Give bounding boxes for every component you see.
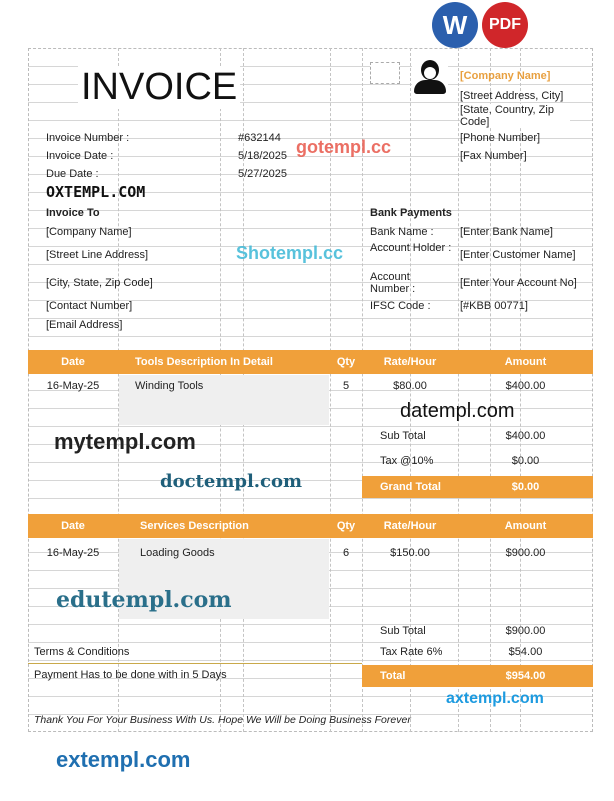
col-qty: Qty [336, 520, 356, 532]
footer-thanks: Thank You For Your Business With Us. Hop… [34, 714, 411, 726]
tools-tax-label: Tax @10% [380, 455, 434, 467]
company-street: [Street Address, City] [460, 90, 564, 102]
client-contact: [Contact Number] [46, 300, 133, 312]
total-label: Total [380, 670, 406, 682]
client-street: [Street Line Address] [46, 249, 149, 261]
ifsc: [#KBB 00771] [460, 300, 528, 312]
company-fax: [Fax Number] [460, 150, 527, 162]
invoice-number: #632144 [238, 132, 281, 144]
company-name: [Company Name] [460, 70, 551, 82]
col-rate: Rate/Hour [383, 356, 437, 368]
col-amount: Amount [504, 356, 547, 368]
col-qty: Qty [336, 356, 356, 368]
tools-header [28, 350, 593, 374]
client-city: [City, State, Zip Code] [46, 277, 153, 289]
tools-row-amount: $400.00 [505, 380, 546, 392]
grand-total-label: Grand Total [380, 481, 441, 493]
watermark: extempl.com [56, 747, 191, 772]
client-company: [Company Name] [46, 226, 132, 238]
col-desc: Services Description [140, 520, 249, 532]
col-date: Date [61, 520, 85, 532]
terms-heading: Terms & Conditions [34, 646, 130, 658]
terms-text: Payment Has to be done with in 5 Days [34, 669, 227, 681]
watermark: OXTEMPL.COM [46, 183, 146, 201]
tools-tax: $0.00 [511, 455, 540, 467]
bank-name: [Enter Bank Name] [460, 226, 553, 238]
col-rate: Rate/Hour [383, 520, 437, 532]
services-row-qty: 6 [342, 547, 350, 559]
total: $954.00 [505, 670, 546, 682]
watermark: datempl.com [400, 400, 515, 422]
services-header [28, 514, 593, 538]
services-subtotal: $900.00 [505, 625, 546, 637]
watermark: edutempl.com [56, 587, 232, 613]
ifsc-label: IFSC Code : [370, 300, 431, 312]
tools-row-rate: $80.00 [393, 380, 427, 392]
services-tax: $54.00 [508, 646, 543, 658]
tools-row-qty: 5 [342, 380, 350, 392]
services-row-desc: Loading Goods [140, 547, 215, 559]
grand-total: $0.00 [511, 481, 540, 493]
services-row-date: 16-May-25 [46, 547, 100, 559]
bank-name-label: Bank Name : [370, 226, 434, 238]
services-subtotal-label: Sub Total [380, 625, 426, 637]
services-tax-label: Tax Rate 6% [380, 646, 443, 658]
col-amount: Amount [504, 520, 547, 532]
watermark: axtempl.com [446, 690, 544, 707]
account-label: Account Number : [370, 271, 416, 295]
watermark: gotempl.cc [296, 137, 392, 157]
col-desc: Tools Description In Detail [135, 356, 273, 368]
tools-row-desc: Winding Tools [135, 380, 204, 392]
tools-subtotal-label: Sub Total [380, 430, 426, 442]
tools-subtotal: $400.00 [505, 430, 546, 442]
account: [Enter Your Account No] [460, 277, 577, 289]
due-date-label: Due Date : [46, 168, 99, 180]
watermark: Shotempl.cc [236, 243, 344, 263]
holder: [Enter Customer Name] [460, 249, 576, 261]
invoice-date-label: Invoice Date : [46, 150, 114, 162]
invoice-number-label: Invoice Number : [46, 132, 130, 144]
watermark: doctempl.com [160, 471, 303, 492]
holder-label: Account Holder : [370, 242, 452, 254]
pdf-badge[interactable]: PDF [482, 2, 528, 48]
col-date: Date [61, 356, 85, 368]
company-phone: [Phone Number] [460, 132, 541, 144]
user-avatar-icon [412, 58, 448, 94]
invoice-to-heading: Invoice To [46, 207, 100, 219]
tools-row-date: 16-May-25 [46, 380, 100, 392]
bank-heading: Bank Payments [370, 207, 452, 219]
services-row-amount: $900.00 [505, 547, 546, 559]
logo-placeholder [370, 62, 400, 84]
invoice-date: 5/18/2025 [238, 150, 287, 162]
company-state: [State, Country, Zip Code] [460, 104, 570, 128]
watermark: mytempl.com [54, 429, 196, 454]
services-row-rate: $150.00 [390, 547, 430, 559]
due-date: 5/27/2025 [238, 168, 287, 180]
client-email: [Email Address] [46, 319, 123, 331]
invoice-title: INVOICE [78, 66, 241, 109]
word-badge[interactable]: W [432, 2, 478, 48]
